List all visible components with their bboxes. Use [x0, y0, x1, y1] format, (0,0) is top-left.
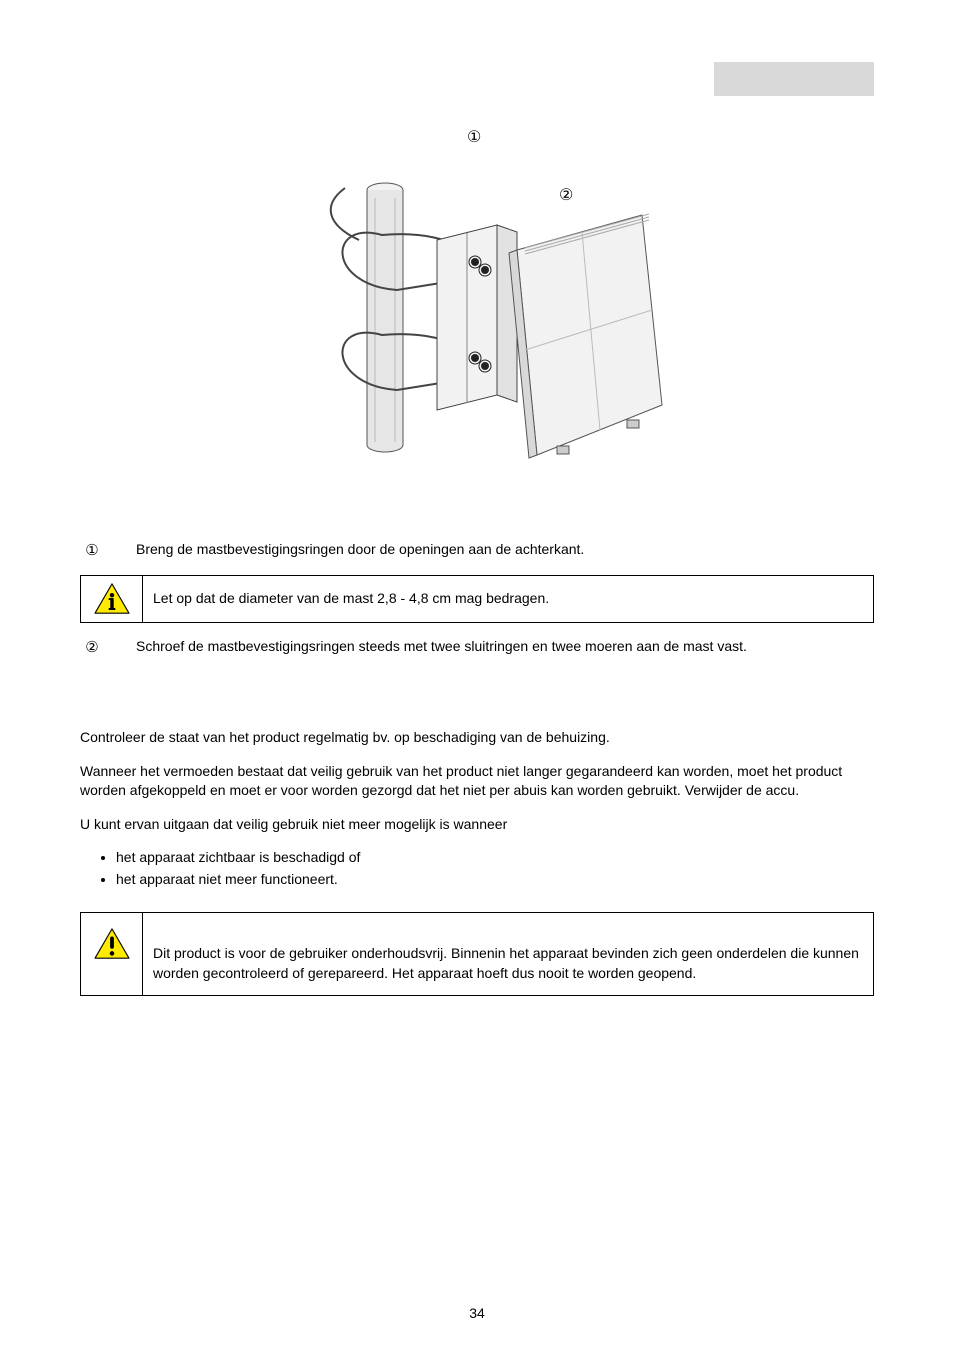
mounting-diagram: ① ② [267, 120, 687, 500]
info-callout-text: Let op dat de diameter van de mast 2,8 -… [143, 576, 873, 622]
step-1: ① Breng de mastbevestigingsringen door d… [80, 540, 874, 561]
diagram-container: ① ② [80, 120, 874, 500]
header-placeholder [714, 62, 874, 96]
step-1-text: Breng de mastbevestigingsringen door de … [136, 540, 874, 561]
step-1-marker: ① [80, 540, 104, 561]
warning-callout-text-span: Dit product is voor de gebruiker onderho… [153, 945, 859, 981]
info-icon [81, 576, 143, 622]
warning-callout-text: Dit product is voor de gebruiker onderho… [143, 913, 873, 996]
step-2-text: Schroef de mastbevestigingsringen steeds… [136, 637, 874, 658]
diagram-callout-1: ① [467, 129, 481, 146]
step-2-marker: ② [80, 637, 104, 658]
warning-icon [81, 913, 143, 996]
diagram-callout-2: ② [559, 187, 573, 204]
bullet-list: het apparaat zichtbaar is beschadigd of … [80, 848, 874, 889]
para-2: Wanneer het vermoeden bestaat dat veilig… [80, 762, 874, 801]
bullet-2: het apparaat niet meer functioneert. [116, 870, 874, 890]
maintenance-section: Controleer de staat van het product rege… [80, 728, 874, 996]
para-1: Controleer de staat van het product rege… [80, 728, 874, 748]
para-3: U kunt ervan uitgaan dat veilig gebruik … [80, 815, 874, 835]
warning-callout: Dit product is voor de gebruiker onderho… [80, 912, 874, 997]
page-number: 34 [0, 1304, 954, 1324]
step-2: ② Schroef de mastbevestigingsringen stee… [80, 637, 874, 658]
info-callout: Let op dat de diameter van de mast 2,8 -… [80, 575, 874, 623]
bullet-1: het apparaat zichtbaar is beschadigd of [116, 848, 874, 868]
